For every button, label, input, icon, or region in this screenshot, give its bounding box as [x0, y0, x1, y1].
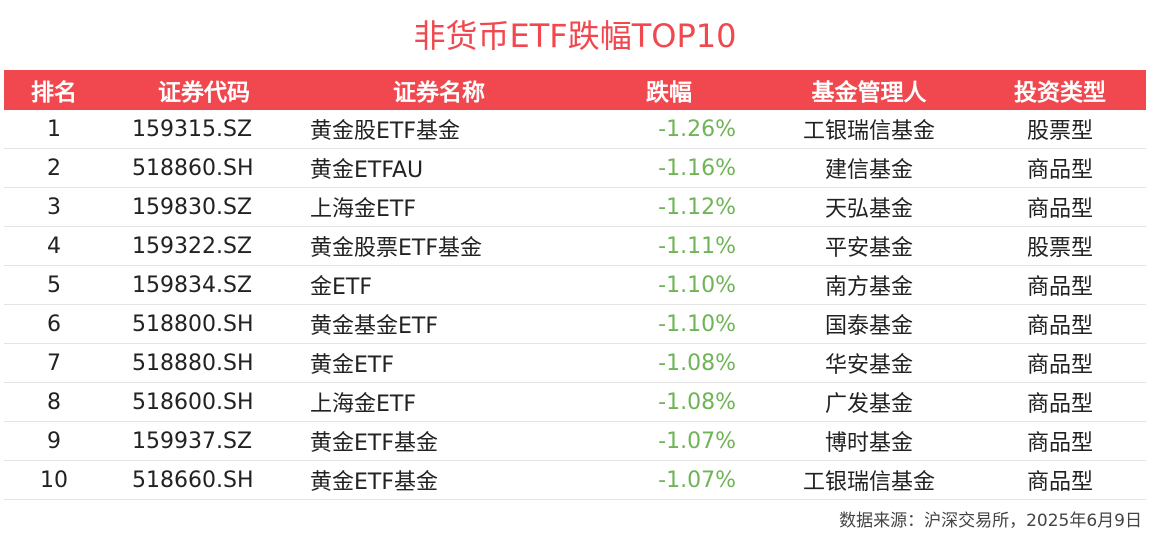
cell-code: 518600.SH	[104, 382, 304, 422]
cell-manager: 南方基金	[764, 265, 974, 305]
cell-rank: 9	[4, 421, 104, 461]
table-row: 2 518860.SH 黄金ETFAU -1.16% 建信基金 商品型	[4, 148, 1146, 188]
cell-change: -1.16%	[574, 148, 764, 188]
table-row: 1 159315.SZ 黄金股ETF基金 -1.26% 工银瑞信基金 股票型	[4, 110, 1146, 149]
table-row: 8 518600.SH 上海金ETF -1.08% 广发基金 商品型	[4, 382, 1146, 422]
table-header-row: 排名 证券代码 证券名称 跌幅 基金管理人 投资类型	[4, 70, 1146, 110]
cell-name: 上海金ETF	[304, 187, 574, 227]
cell-rank: 10	[4, 460, 104, 500]
cell-code: 518800.SH	[104, 304, 304, 344]
table-body: 1 159315.SZ 黄金股ETF基金 -1.26% 工银瑞信基金 股票型 2 518860…	[4, 110, 1146, 500]
cell-rank: 6	[4, 304, 104, 344]
cell-manager: 广发基金	[764, 382, 974, 422]
cell-name: 上海金ETF	[304, 382, 574, 422]
cell-manager: 建信基金	[764, 148, 974, 188]
cell-code: 159937.SZ	[104, 421, 304, 461]
cell-manager: 平安基金	[764, 226, 974, 266]
source-note: 数据来源：沪深交易所，2025年6月9日	[839, 511, 1142, 531]
cell-code: 159322.SZ	[104, 226, 304, 266]
cell-type: 股票型	[974, 110, 1146, 149]
table-row: 5 159834.SZ 金ETF -1.10% 南方基金 商品型	[4, 265, 1146, 305]
cell-name: 黄金股票ETF基金	[304, 226, 574, 266]
header-manager: 基金管理人	[764, 70, 974, 110]
cell-name: 黄金ETF基金	[304, 460, 574, 500]
cell-change: -1.07%	[574, 421, 764, 461]
cell-change: -1.07%	[574, 460, 764, 500]
cell-manager: 博时基金	[764, 421, 974, 461]
cell-manager: 工银瑞信基金	[764, 460, 974, 500]
cell-type: 商品型	[974, 148, 1146, 188]
cell-change: -1.12%	[574, 187, 764, 227]
cell-type: 商品型	[974, 421, 1146, 461]
cell-rank: 3	[4, 187, 104, 227]
cell-manager: 工银瑞信基金	[764, 110, 974, 149]
cell-rank: 7	[4, 343, 104, 383]
cell-name: 黄金ETF	[304, 343, 574, 383]
etf-table: 排名 证券代码 证券名称 跌幅 基金管理人 投资类型 1 159315.SZ 黄金股…	[4, 70, 1146, 500]
cell-type: 商品型	[974, 304, 1146, 344]
cell-rank: 5	[4, 265, 104, 305]
header-type: 投资类型	[974, 70, 1146, 110]
cell-name: 金ETF	[304, 265, 574, 305]
cell-type: 商品型	[974, 187, 1146, 227]
cell-rank: 8	[4, 382, 104, 422]
cell-type: 商品型	[974, 382, 1146, 422]
table-row: 4 159322.SZ 黄金股票ETF基金 -1.11% 平安基金 股票型	[4, 226, 1146, 266]
cell-change: -1.26%	[574, 110, 764, 149]
cell-change: -1.10%	[574, 304, 764, 344]
cell-code: 159315.SZ	[104, 110, 304, 149]
cell-name: 黄金ETFAU	[304, 148, 574, 188]
cell-type: 商品型	[974, 343, 1146, 383]
cell-manager: 华安基金	[764, 343, 974, 383]
cell-change: -1.08%	[574, 382, 764, 422]
cell-type: 商品型	[974, 265, 1146, 305]
cell-name: 黄金基金ETF	[304, 304, 574, 344]
cell-code: 159830.SZ	[104, 187, 304, 227]
cell-type: 商品型	[974, 460, 1146, 500]
header-rank: 排名	[4, 70, 104, 110]
cell-type: 股票型	[974, 226, 1146, 266]
table-row: 10 518660.SH 黄金ETF基金 -1.07% 工银瑞信基金 商品型	[4, 460, 1146, 500]
cell-code: 518880.SH	[104, 343, 304, 383]
header-code: 证券代码	[104, 70, 304, 110]
table-row: 6 518800.SH 黄金基金ETF -1.10% 国泰基金 商品型	[4, 304, 1146, 344]
cell-code: 518660.SH	[104, 460, 304, 500]
table-row: 3 159830.SZ 上海金ETF -1.12% 天弘基金 商品型	[4, 187, 1146, 227]
table-row: 9 159937.SZ 黄金ETF基金 -1.07% 博时基金 商品型	[4, 421, 1146, 461]
cell-rank: 1	[4, 110, 104, 149]
cell-change: -1.10%	[574, 265, 764, 305]
cell-rank: 4	[4, 226, 104, 266]
header-name: 证券名称	[304, 70, 574, 110]
cell-manager: 天弘基金	[764, 187, 974, 227]
cell-name: 黄金股ETF基金	[304, 110, 574, 149]
chart-title: 非货币ETF跌幅TOP10	[413, 17, 737, 55]
cell-code: 159834.SZ	[104, 265, 304, 305]
cell-rank: 2	[4, 148, 104, 188]
cell-code: 518860.SH	[104, 148, 304, 188]
cell-change: -1.11%	[574, 226, 764, 266]
cell-name: 黄金ETF基金	[304, 421, 574, 461]
table-row: 7 518880.SH 黄金ETF -1.08% 华安基金 商品型	[4, 343, 1146, 383]
header-change: 跌幅	[574, 70, 764, 110]
cell-manager: 国泰基金	[764, 304, 974, 344]
cell-change: -1.08%	[574, 343, 764, 383]
